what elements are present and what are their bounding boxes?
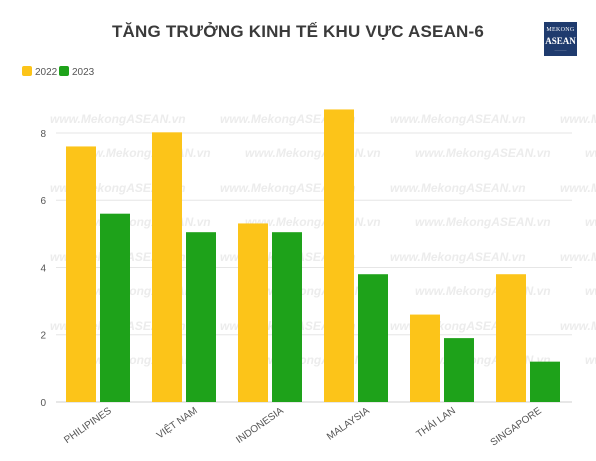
bar-2022-2 bbox=[238, 223, 268, 402]
bar-2023-3 bbox=[358, 274, 388, 402]
legend-item-2022[interactable]: 2022 bbox=[22, 66, 57, 78]
y-axis-ticks: 0 2 4 6 8 bbox=[40, 129, 46, 409]
bar-2022-0 bbox=[66, 146, 96, 402]
watermark-text: www.MekongASEAN.vn bbox=[560, 250, 596, 264]
bar-2023-2 bbox=[272, 232, 302, 402]
bar-2022-5 bbox=[496, 274, 526, 402]
x-tick-label: INDONESIA bbox=[234, 405, 286, 446]
watermark-text: www.MekongASEAN.vn bbox=[390, 250, 526, 264]
watermark-text: www.MekongASEAN.vn bbox=[415, 146, 551, 160]
legend-swatch-2022 bbox=[22, 66, 32, 76]
grid-lines bbox=[56, 132, 572, 403]
bars bbox=[66, 109, 560, 403]
bar-2022-3 bbox=[324, 109, 354, 402]
watermark-text: www.MekongASEAN.vn bbox=[560, 112, 596, 126]
bar-2023-4 bbox=[444, 338, 474, 402]
watermark-text: www.MekongASEAN.vn bbox=[560, 181, 596, 195]
legend-swatch-2023 bbox=[59, 66, 69, 76]
chart-title: TĂNG TRƯỞNG KINH TẾ KHU VỰC ASEAN-6 bbox=[111, 22, 485, 41]
logo-text-main: ASEAN bbox=[545, 36, 576, 46]
logo-subtext: ―――― bbox=[554, 48, 567, 52]
watermark-text: www.MekongASEAN.vn bbox=[50, 112, 186, 126]
x-tick-label: PHILIPINES bbox=[62, 405, 114, 446]
x-tick-label: THÁI LAN bbox=[413, 404, 457, 440]
y-tick-label: 6 bbox=[40, 196, 46, 207]
watermark-text: www.MekongASEAN.vn bbox=[415, 284, 551, 298]
mekong-asean-logo: MEKONG ASEAN ―――― bbox=[544, 22, 577, 56]
watermark-text: www.MekongASEAN.vn bbox=[585, 146, 596, 160]
x-axis-labels: PHILIPINES VIỆT NAM INDONESIA MALAYSIA THÁI … bbox=[62, 404, 544, 449]
watermark-text: www.MekongASEAN.vn bbox=[560, 319, 596, 333]
watermark-text: www.MekongASEAN.vn bbox=[585, 284, 596, 298]
y-tick-label: 2 bbox=[40, 331, 46, 342]
bar-2022-4 bbox=[410, 314, 440, 402]
x-tick-label: SINGAPORE bbox=[489, 405, 544, 448]
legend-label-2022: 2022 bbox=[35, 67, 58, 78]
watermark-text: www.MekongASEAN.vn bbox=[220, 112, 356, 126]
watermark-text: www.MekongASEAN.vn bbox=[390, 181, 526, 195]
y-tick-label: 8 bbox=[40, 129, 46, 140]
bar-2023-5 bbox=[530, 361, 560, 402]
bar-2023-1 bbox=[186, 232, 216, 402]
watermark-text: www.MekongASEAN.vn bbox=[390, 112, 526, 126]
bar-2022-1 bbox=[152, 132, 182, 403]
legend-item-2023[interactable]: 2023 bbox=[59, 66, 94, 78]
bar-2023-0 bbox=[100, 213, 130, 402]
watermark-text: www.MekongASEAN.vn bbox=[220, 181, 356, 195]
watermark-text: www.MekongASEAN.vn bbox=[245, 146, 381, 160]
x-tick-label: VIỆT NAM bbox=[154, 404, 200, 442]
watermark-text: www.MekongASEAN.vn bbox=[585, 353, 596, 367]
logo-text-top: MEKONG bbox=[546, 27, 575, 33]
y-tick-label: 4 bbox=[40, 263, 46, 274]
y-tick-label: 0 bbox=[40, 398, 46, 409]
watermark-text: www.MekongASEAN.vn bbox=[415, 215, 551, 229]
watermark-text: www.MekongASEAN.vn bbox=[585, 215, 596, 229]
x-tick-label: MALAYSIA bbox=[325, 405, 372, 442]
legend-label-2023: 2023 bbox=[72, 67, 95, 78]
